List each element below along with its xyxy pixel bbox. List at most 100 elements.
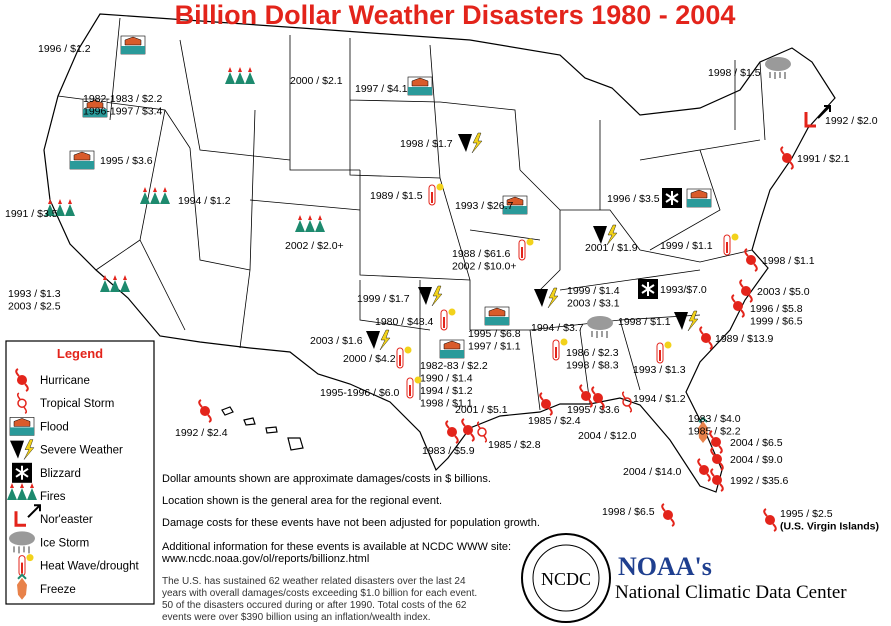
hurricane-tail xyxy=(445,420,459,444)
event-label: 1989 / $1.5 xyxy=(370,190,423,202)
hurricane-tail xyxy=(739,279,753,303)
event-label: 1985 / $2.8 xyxy=(488,439,541,451)
icon-tropical xyxy=(476,421,488,443)
storm-tail xyxy=(621,391,633,413)
sun xyxy=(26,554,34,562)
sun xyxy=(731,233,739,241)
event-label: 1997 / $4.1 xyxy=(355,83,408,95)
bolt xyxy=(431,285,443,307)
noreaster-arrow xyxy=(27,504,41,518)
flame xyxy=(20,483,24,488)
flood-water xyxy=(70,161,94,169)
flame xyxy=(68,199,72,204)
icon-fires xyxy=(225,67,255,84)
storm-tail xyxy=(476,421,488,443)
summary: 50 of the disasters occured during or af… xyxy=(162,600,467,611)
flood-water xyxy=(440,350,464,358)
icon-tropical xyxy=(621,391,633,413)
tree xyxy=(100,280,110,292)
icon-freeze xyxy=(17,573,27,600)
icon-flood xyxy=(69,150,95,170)
funnel xyxy=(534,289,548,307)
icon-heat xyxy=(723,233,739,256)
event-label: 1995 / $3.6 xyxy=(567,404,620,416)
tree xyxy=(315,220,325,232)
icon-heat xyxy=(552,338,568,361)
event-label: 1993 / $1.3 xyxy=(8,288,61,300)
icon-hurricane xyxy=(744,248,758,272)
flood-water xyxy=(408,87,432,95)
icon-blizzard xyxy=(638,279,658,299)
bolt xyxy=(687,310,699,332)
event-label: 2004 / $12.0 xyxy=(578,430,637,442)
event-label: 1996 / $1.2 xyxy=(38,43,91,55)
us-map xyxy=(43,13,836,493)
hurricane-tail xyxy=(731,294,745,318)
hurricane-eye xyxy=(593,393,603,403)
event-label: 1980 / $48.4 xyxy=(375,316,434,328)
sun xyxy=(448,308,456,316)
ice-drops xyxy=(591,331,608,338)
icon-severe xyxy=(458,132,483,154)
icon-flood xyxy=(82,98,108,118)
icon-heat xyxy=(396,346,412,369)
tree xyxy=(245,72,255,84)
event-label: 1988 / $61.6 xyxy=(452,248,511,260)
icon-hurricane xyxy=(445,420,459,444)
icon-blizzard xyxy=(662,188,682,208)
event-label: 1995-1996 / $6.0 xyxy=(320,387,400,399)
summary: The U.S. has sustained 62 weather relate… xyxy=(162,576,466,587)
state-borders xyxy=(57,17,766,411)
icon-hurricane xyxy=(15,368,29,392)
event-label: 1991 / $3.5 xyxy=(5,208,58,220)
flame xyxy=(123,275,127,280)
event-label: 1991 / $2.1 xyxy=(797,153,850,165)
hurricane-tail xyxy=(539,392,553,416)
sun xyxy=(414,376,422,384)
storm-eye xyxy=(622,397,632,407)
icon-flood xyxy=(9,417,35,436)
hurricane-tail xyxy=(780,146,794,170)
icon-heat xyxy=(406,376,422,399)
event-label: 1994 / $3.7 xyxy=(531,322,584,334)
hurricane-tail xyxy=(710,468,724,492)
flood-water xyxy=(503,206,527,214)
event-label: 1989 / $13.9 xyxy=(715,333,774,345)
tree xyxy=(110,280,120,292)
tree xyxy=(140,192,150,204)
tree xyxy=(160,192,170,204)
icon-ice xyxy=(587,316,613,338)
event-label: 1985 / $2.2 xyxy=(688,426,741,438)
icon-hurricane xyxy=(709,430,723,454)
hurricane-eye xyxy=(712,454,722,464)
hurricane-eye xyxy=(741,286,751,296)
hurricane-tail xyxy=(579,384,593,408)
event-label: 1995 / $2.5 xyxy=(780,508,833,520)
event-label: 1996 / $5.8 xyxy=(750,303,803,315)
icon-hurricane xyxy=(579,384,593,408)
hurricane-tail xyxy=(744,248,758,272)
sun xyxy=(526,238,534,246)
event-label: 1998 / $1.5 xyxy=(708,67,761,79)
hurricane-eye xyxy=(746,255,756,265)
storm-eye xyxy=(477,427,487,437)
event-label: 1982-83 / $2.2 xyxy=(420,360,488,372)
event-label: 2003 / $5.0 xyxy=(757,286,810,298)
legend-item: Ice Storm xyxy=(40,537,89,549)
bolt xyxy=(471,132,483,154)
event-label: 2003 / $1.6 xyxy=(310,335,363,347)
legend-item: Heat Wave/drought xyxy=(40,561,139,573)
icon-flood xyxy=(407,76,433,96)
hurricane-tail xyxy=(710,447,724,471)
event-label: 1993 / $26.7 xyxy=(455,200,514,212)
event-label: 1996 / $3.5 xyxy=(607,193,660,205)
icon-hurricane xyxy=(763,508,777,532)
flood-house xyxy=(443,340,461,350)
ice-cloud xyxy=(9,531,35,546)
flame xyxy=(163,187,167,192)
snowflake xyxy=(665,191,679,205)
flood-house xyxy=(73,151,91,161)
flood-house xyxy=(124,36,142,46)
note: Dollar amounts shown are approximate dam… xyxy=(162,473,491,485)
icon-hurricane xyxy=(780,146,794,170)
